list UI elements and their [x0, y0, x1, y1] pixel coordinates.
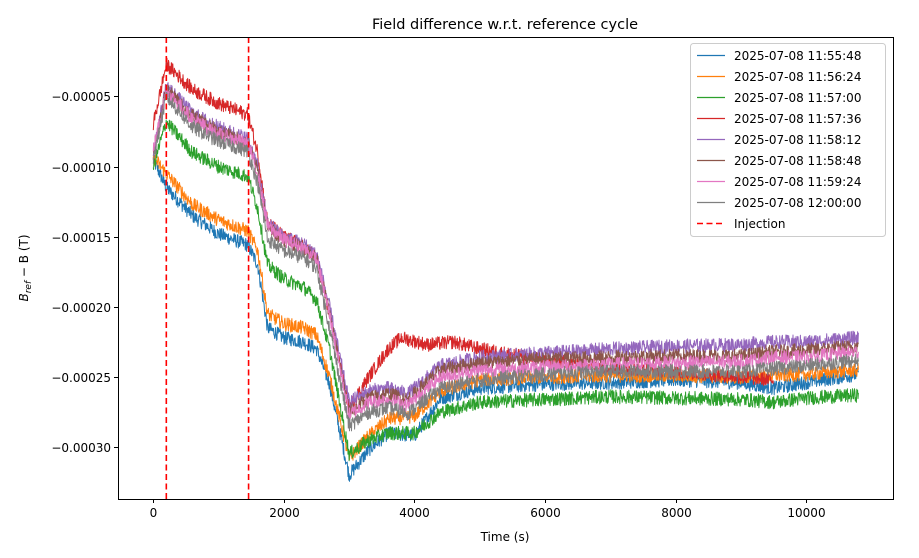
x-tick-label: 8000: [661, 506, 692, 520]
y-tick-label: −0.00030: [51, 441, 111, 455]
y-axis: −0.00005 −0.00010 −0.00015 −0.00020 −0.00025…: [51, 90, 118, 455]
injection-layer: [165, 37, 250, 499]
series-layer: [152, 57, 859, 482]
y-tick-label: −0.00015: [51, 231, 111, 245]
chart-title: Field difference w.r.t. reference cycle: [372, 17, 638, 33]
legend: 2025-07-08 11:55:48 2025-07-08 11:56:24 20…: [690, 43, 886, 237]
y-tick-label: −0.00020: [51, 301, 111, 315]
series-line: [152, 154, 859, 482]
legend-label: 2025-07-08 11:59:24: [734, 175, 861, 189]
legend-label: 2025-07-08 11:55:48: [734, 49, 861, 63]
legend-label: 2025-07-08 12:00:00: [734, 196, 861, 210]
legend-label: 2025-07-08 11:58:12: [734, 133, 861, 147]
x-tick-label: 4000: [399, 506, 430, 520]
y-tick-label: −0.00010: [51, 161, 111, 175]
plot-frame: [118, 37, 894, 500]
legend-box: [690, 43, 886, 237]
series-line: [152, 91, 859, 432]
series-line: [152, 119, 859, 462]
legend-label: 2025-07-08 11:57:00: [734, 91, 861, 105]
legend-label: 2025-07-08 11:58:48: [734, 154, 861, 168]
x-axis: 0 2000 4000 6000 8000 10000: [150, 499, 826, 520]
x-tick-label: 2000: [269, 506, 300, 520]
legend-label: 2025-07-08 11:56:24: [734, 70, 861, 84]
x-tick-label: 10000: [787, 506, 825, 520]
legend-label: 2025-07-08 11:57:36: [734, 112, 861, 126]
x-axis-label: Time (s): [480, 530, 530, 544]
series-line: [152, 87, 859, 421]
y-tick-label: −0.00005: [51, 90, 111, 104]
y-axis-label: Bref − B (T): [17, 234, 34, 301]
x-tick-label: 0: [150, 506, 158, 520]
x-tick-label: 6000: [530, 506, 561, 520]
y-label-rest: − B (T): [17, 234, 31, 280]
y-label-main: B: [17, 293, 31, 301]
y-label-sub: ref: [24, 279, 34, 293]
y-tick-label: −0.00025: [51, 371, 111, 385]
legend-label: Injection: [734, 217, 785, 231]
